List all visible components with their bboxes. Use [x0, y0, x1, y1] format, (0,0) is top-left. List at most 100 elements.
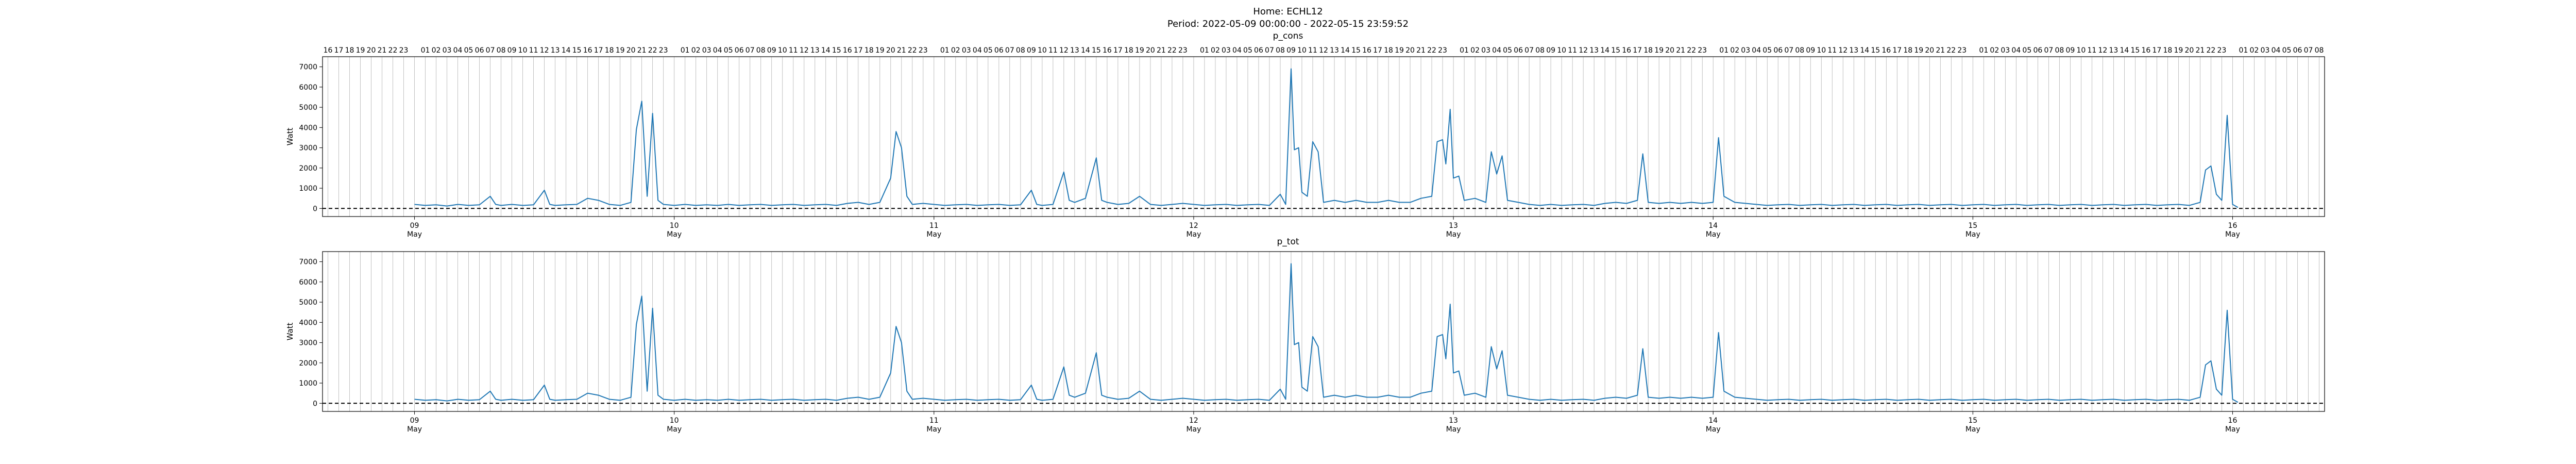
- hour-tick-label: 01: [421, 46, 430, 55]
- hour-tick-label: 19: [2174, 46, 2183, 55]
- hour-tick-label: 18: [1384, 46, 1393, 55]
- x-tick-sublabel: May: [1706, 230, 1721, 239]
- hour-tick-label: 08: [1016, 46, 1025, 55]
- hour-tick-label: 05: [1762, 46, 1772, 55]
- hour-tick-label: 01: [1460, 46, 1469, 55]
- hour-tick-label: 11: [1568, 46, 1577, 55]
- y-tick-label: 1000: [299, 379, 317, 388]
- hour-tick-label: 19: [1914, 46, 1923, 55]
- hour-tick-label: 06: [2033, 46, 2042, 55]
- hour-tick-label: 09: [1806, 46, 1815, 55]
- hour-tick-label: 13: [1589, 46, 1599, 55]
- hour-tick-label: 12: [1838, 46, 1848, 55]
- hour-tick-label: 11: [789, 46, 798, 55]
- x-tick-label: 11: [929, 417, 939, 425]
- hour-tick-label: 22: [1167, 46, 1177, 55]
- hour-tick-label: 03: [962, 46, 971, 55]
- x-tick-sublabel: May: [2225, 425, 2240, 434]
- x-tick-label: 13: [1449, 417, 1458, 425]
- y-tick-label: 4000: [299, 124, 317, 132]
- hour-tick-label: 21: [1157, 46, 1166, 55]
- hour-tick-label: 06: [994, 46, 1004, 55]
- hour-tick-label: 15: [1351, 46, 1361, 55]
- x-tick-sublabel: May: [1965, 425, 1980, 434]
- hour-tick-label: 07: [1784, 46, 1793, 55]
- hour-tick-label: 14: [1860, 46, 1869, 55]
- hour-tick-label: 23: [1698, 46, 1707, 55]
- hour-tick-label: 16: [843, 46, 852, 55]
- hour-tick-label: 17: [594, 46, 603, 55]
- subplot-title: p_cons: [1273, 31, 1303, 41]
- y-axis-label: Watt: [285, 127, 295, 145]
- hour-tick-label: 18: [1643, 46, 1653, 55]
- hour-tick-label: 19: [1654, 46, 1664, 55]
- hour-tick-label: 19: [875, 46, 885, 55]
- hour-tick-label: 04: [2272, 46, 2281, 55]
- hour-tick-label: 19: [1395, 46, 1404, 55]
- hour-tick-label: 06: [1773, 46, 1783, 55]
- x-tick-sublabel: May: [1446, 230, 1461, 239]
- hour-tick-label: 17: [334, 46, 344, 55]
- hour-tick-label: 21: [1676, 46, 1685, 55]
- hour-tick-label: 04: [1232, 46, 1242, 55]
- x-tick-sublabel: May: [1446, 425, 1461, 434]
- hour-tick-label: 06: [475, 46, 484, 55]
- hour-tick-label: 15: [2130, 46, 2140, 55]
- hour-tick-label: 02: [691, 46, 701, 55]
- hour-tick-label: 14: [562, 46, 571, 55]
- hour-tick-label: 16: [2141, 46, 2150, 55]
- hour-tick-label: 20: [886, 46, 895, 55]
- hour-tick-label: 05: [1503, 46, 1512, 55]
- hour-tick-label: 04: [2011, 46, 2021, 55]
- hour-tick-label: 03: [702, 46, 711, 55]
- hour-tick-label: 09: [2065, 46, 2075, 55]
- x-tick-sublabel: May: [407, 425, 422, 434]
- hour-tick-label: 21: [897, 46, 906, 55]
- hour-tick-label: 21: [378, 46, 387, 55]
- hour-tick-label: 22: [648, 46, 657, 55]
- hour-tick-label: 06: [735, 46, 744, 55]
- y-axis-ticks: 0 1000 2000 3000 4000 5000 6000 7000: [299, 258, 323, 408]
- y-tick-label: 3000: [299, 339, 317, 347]
- hour-tick-label: 02: [1730, 46, 1739, 55]
- hour-tick-label: 12: [2098, 46, 2107, 55]
- x-tick-label: 12: [1189, 417, 1198, 425]
- hour-tick-label: 02: [2250, 46, 2259, 55]
- hour-tick-label: 17: [1892, 46, 1902, 55]
- hour-tick-label: 12: [1319, 46, 1328, 55]
- hour-tick-label: 13: [1849, 46, 1858, 55]
- y-tick-label: 2000: [299, 164, 317, 173]
- x-tick-label: 16: [2228, 222, 2238, 230]
- hour-tick-label: 03: [1741, 46, 1750, 55]
- hour-tick-label: 02: [432, 46, 441, 55]
- hour-tick-label: 01: [2239, 46, 2248, 55]
- hour-tick-label: 06: [1514, 46, 1523, 55]
- hour-tick-label: 16: [1882, 46, 1891, 55]
- hour-tick-label: 05: [1243, 46, 1252, 55]
- hour-tick-label: 05: [2282, 46, 2292, 55]
- x-tick-sublabel: May: [1186, 230, 1201, 239]
- hour-tick-label: 01: [1200, 46, 1209, 55]
- hour-tick-label: 15: [1092, 46, 1101, 55]
- y-tick-label: 7000: [299, 258, 317, 267]
- subplot-p-tot: p_tot Watt 0 1000 2000 3000 4000 5000 6000 7000…: [285, 237, 2325, 434]
- hour-tick-label: 12: [1579, 46, 1588, 55]
- hour-tick-label: 20: [1665, 46, 1674, 55]
- hour-tick-label: 04: [1492, 46, 1501, 55]
- y-tick-label: 0: [313, 400, 317, 408]
- hour-tick-label: 16: [1103, 46, 1112, 55]
- hour-tick-label: 04: [973, 46, 982, 55]
- hour-tick-label: 22: [1427, 46, 1436, 55]
- hour-tick-label: 14: [1600, 46, 1609, 55]
- figure-title-line2: Period: 2022-05-09 00:00:00 - 2022-05-15…: [1167, 19, 1409, 29]
- hour-tick-label: 17: [854, 46, 863, 55]
- axes-frame: [322, 56, 2325, 217]
- x-tick-sublabel: May: [667, 425, 682, 434]
- y-tick-label: 5000: [299, 299, 317, 307]
- series-line: [414, 263, 2239, 403]
- x-tick-sublabel: May: [926, 230, 941, 239]
- y-tick-label: 2000: [299, 359, 317, 368]
- hour-tick-label: 23: [1957, 46, 1967, 55]
- hour-tick-label: 11: [529, 46, 538, 55]
